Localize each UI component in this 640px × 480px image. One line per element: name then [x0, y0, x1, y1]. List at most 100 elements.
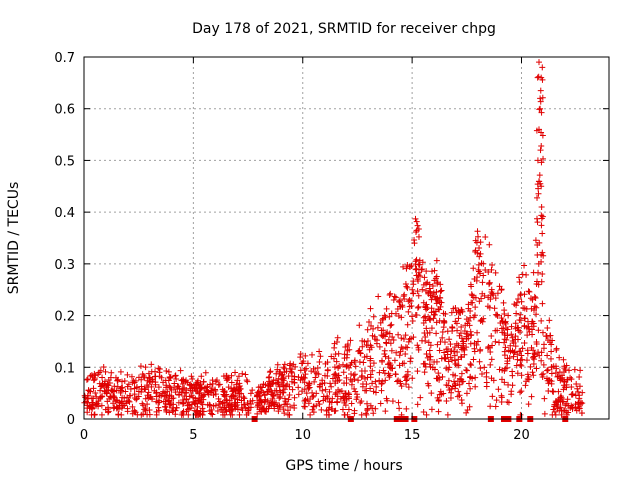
data-point [475, 261, 482, 268]
data-point [534, 278, 541, 285]
data-point [360, 359, 367, 366]
data-point [367, 305, 374, 312]
data-point [202, 369, 209, 376]
data-point [414, 222, 421, 229]
data-point [182, 378, 189, 385]
data-point [339, 361, 346, 368]
data-point [403, 381, 410, 388]
data-point [435, 370, 442, 377]
data-point [539, 329, 546, 336]
data-point [537, 95, 544, 102]
data-point [527, 295, 534, 302]
data-point [472, 383, 479, 390]
data-point [501, 379, 508, 386]
data-point [561, 384, 568, 391]
data-point [204, 389, 211, 396]
data-point [525, 288, 532, 295]
data-point [362, 410, 369, 417]
data-point [455, 356, 462, 363]
data-point [433, 300, 440, 307]
data-point [521, 323, 528, 330]
data-point [472, 237, 479, 244]
data-point [517, 328, 524, 335]
data-point [370, 360, 377, 367]
data-point [343, 374, 350, 381]
data-point [342, 390, 349, 397]
data-point [487, 348, 494, 355]
data-point [467, 385, 474, 392]
data-point [363, 341, 370, 348]
data-point [463, 336, 470, 343]
data-point [472, 374, 479, 381]
data-point [458, 335, 465, 342]
data-point [555, 388, 562, 395]
data-point [418, 266, 425, 273]
data-point [477, 239, 484, 246]
data-point [404, 368, 411, 375]
data-point [315, 398, 322, 405]
data-point [468, 362, 475, 369]
data-point [288, 369, 295, 376]
data-point [140, 402, 147, 409]
data-point [270, 376, 277, 383]
data-point [310, 392, 317, 399]
data-point [377, 400, 384, 407]
data-point [291, 394, 298, 401]
data-point [276, 404, 283, 411]
x-axis-label: GPS time / hours [285, 458, 402, 474]
data-point [530, 372, 537, 379]
data-point [480, 272, 487, 279]
data-point [549, 388, 556, 395]
data-point [367, 371, 374, 378]
data-point [458, 324, 465, 331]
data-point [255, 388, 262, 395]
data-point [316, 401, 323, 408]
data-point [209, 377, 216, 384]
data-point [204, 383, 211, 390]
data-point [295, 374, 302, 381]
data-point [467, 281, 474, 288]
data-point [440, 317, 447, 324]
data-point [269, 380, 276, 387]
data-point [436, 347, 443, 354]
data-point [187, 381, 194, 388]
data-point [142, 364, 149, 371]
data-point [504, 360, 511, 367]
data-point [243, 411, 250, 418]
data-point [97, 383, 104, 390]
data-point [467, 340, 474, 347]
data-point [328, 405, 335, 412]
data-point [368, 322, 375, 329]
data-point [153, 408, 160, 415]
data-point [91, 411, 98, 418]
data-point [422, 334, 429, 341]
data-point [534, 74, 541, 81]
data-point [125, 381, 132, 388]
data-point [270, 392, 277, 399]
data-point [280, 377, 287, 384]
data-point [231, 403, 238, 410]
data-point [433, 330, 440, 337]
data-point [170, 407, 177, 414]
data-point [536, 172, 543, 179]
data-point [488, 266, 495, 273]
data-point [443, 346, 450, 353]
data-point [247, 390, 254, 397]
data-point [324, 366, 331, 373]
data-point [548, 378, 555, 385]
data-point [444, 351, 451, 358]
data-point [407, 297, 414, 304]
data-point [281, 386, 288, 393]
data-point [275, 380, 282, 387]
y-tick-label: 0.6 [54, 103, 75, 118]
data-point [467, 314, 474, 321]
data-point [502, 365, 509, 372]
data-point [333, 389, 340, 396]
data-point [328, 353, 335, 360]
data-point [340, 369, 347, 376]
data-point [385, 355, 392, 362]
data-point [351, 385, 358, 392]
data-point [487, 361, 494, 368]
data-point [124, 394, 131, 401]
data-point [319, 377, 326, 384]
